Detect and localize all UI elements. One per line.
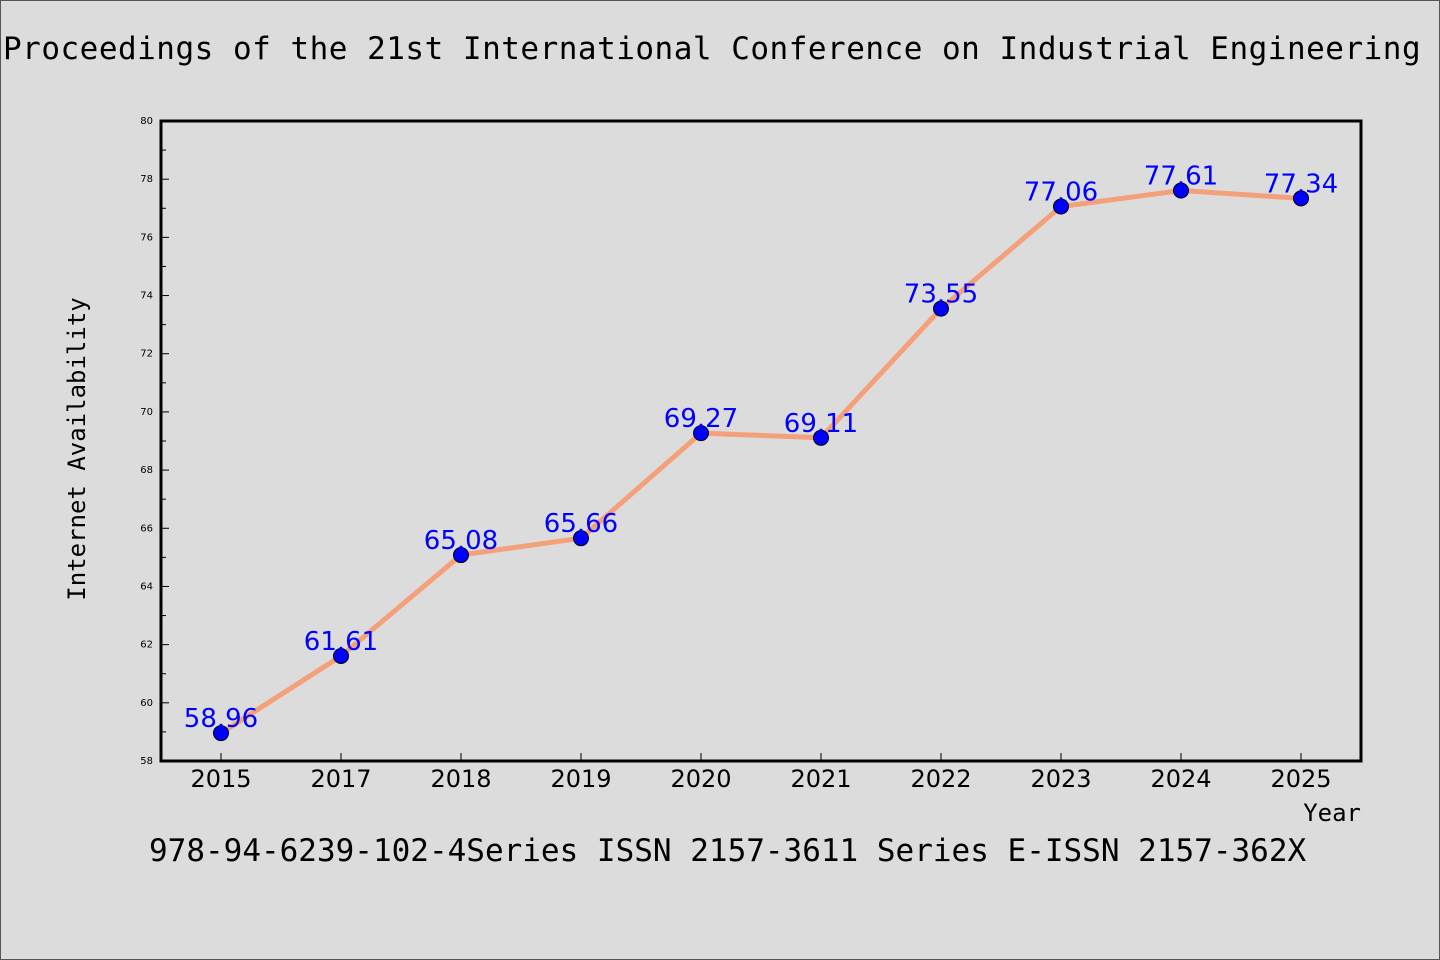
data-point: [1173, 182, 1189, 199]
chart-header-title: Proceedings of the 21st International Co…: [3, 31, 1440, 67]
y-tick-label: 58: [140, 756, 153, 767]
data-label: 77.61: [1144, 162, 1218, 192]
data-label: 65.66: [544, 509, 618, 539]
data-point: [1053, 198, 1069, 215]
y-tick-label: 64: [140, 581, 153, 592]
y-tick-label: 72: [140, 349, 153, 360]
x-tick-label: 2025: [1270, 765, 1331, 793]
x-tick-label: 2017: [310, 765, 371, 793]
plot-area: [159, 119, 1363, 763]
data-point: [213, 725, 229, 742]
x-tick-label: 2019: [550, 765, 611, 793]
y-tick-label: 76: [140, 232, 153, 243]
y-tick-label: 68: [140, 465, 153, 476]
y-axis: 58 60 62 64 66 68 70 72 74 76 78 80: [140, 116, 169, 767]
data-label: 65.08: [424, 526, 498, 556]
data-point: [333, 647, 349, 664]
data-label: 77.34: [1264, 169, 1338, 199]
data-label: 69.27: [664, 404, 738, 434]
x-tick-label: 2024: [1150, 765, 1211, 793]
y-tick-label: 66: [140, 523, 153, 534]
x-axis: 2015 2017 2018 2019 2020 2021 2022 2023 2024 2025: [190, 753, 1332, 793]
x-tick-label: 2015: [190, 765, 251, 793]
data-point: [933, 300, 949, 317]
data-label: 61.61: [304, 627, 378, 657]
data-point: [693, 425, 709, 442]
data-label: 58.96: [184, 704, 258, 734]
x-tick-label: 2020: [670, 765, 731, 793]
data-label: 69.11: [784, 409, 858, 439]
data-labels: 58.96 61.61 65.08 65.66 69.27 69.11 73.55 77.06…: [184, 162, 1338, 735]
footer-isbn-text: 978-94-6239-102-4Series ISSN 2157-3611 S…: [149, 833, 1307, 869]
y-tick-label: 60: [140, 698, 153, 709]
data-point: [813, 429, 829, 446]
y-tick-label: 80: [140, 116, 153, 127]
series-line: [219, 188, 1302, 736]
data-points: [213, 182, 1309, 742]
x-tick-label: 2018: [430, 765, 491, 793]
data-point: [1293, 190, 1309, 207]
data-point: [573, 530, 589, 547]
y-tick-label: 74: [140, 291, 153, 302]
x-tick-label: 2022: [910, 765, 971, 793]
y-tick-label: 62: [140, 640, 153, 651]
data-point: [453, 547, 469, 564]
x-axis-label: Year: [1303, 799, 1361, 827]
x-tick-label: 2023: [1030, 765, 1091, 793]
data-label: 77.06: [1024, 178, 1098, 208]
y-tick-label: 70: [140, 407, 153, 418]
data-label: 73.55: [904, 280, 978, 310]
x-tick-label: 2021: [790, 765, 851, 793]
y-axis-label: Internet Availability: [63, 297, 91, 600]
y-tick-label: 78: [140, 174, 153, 185]
